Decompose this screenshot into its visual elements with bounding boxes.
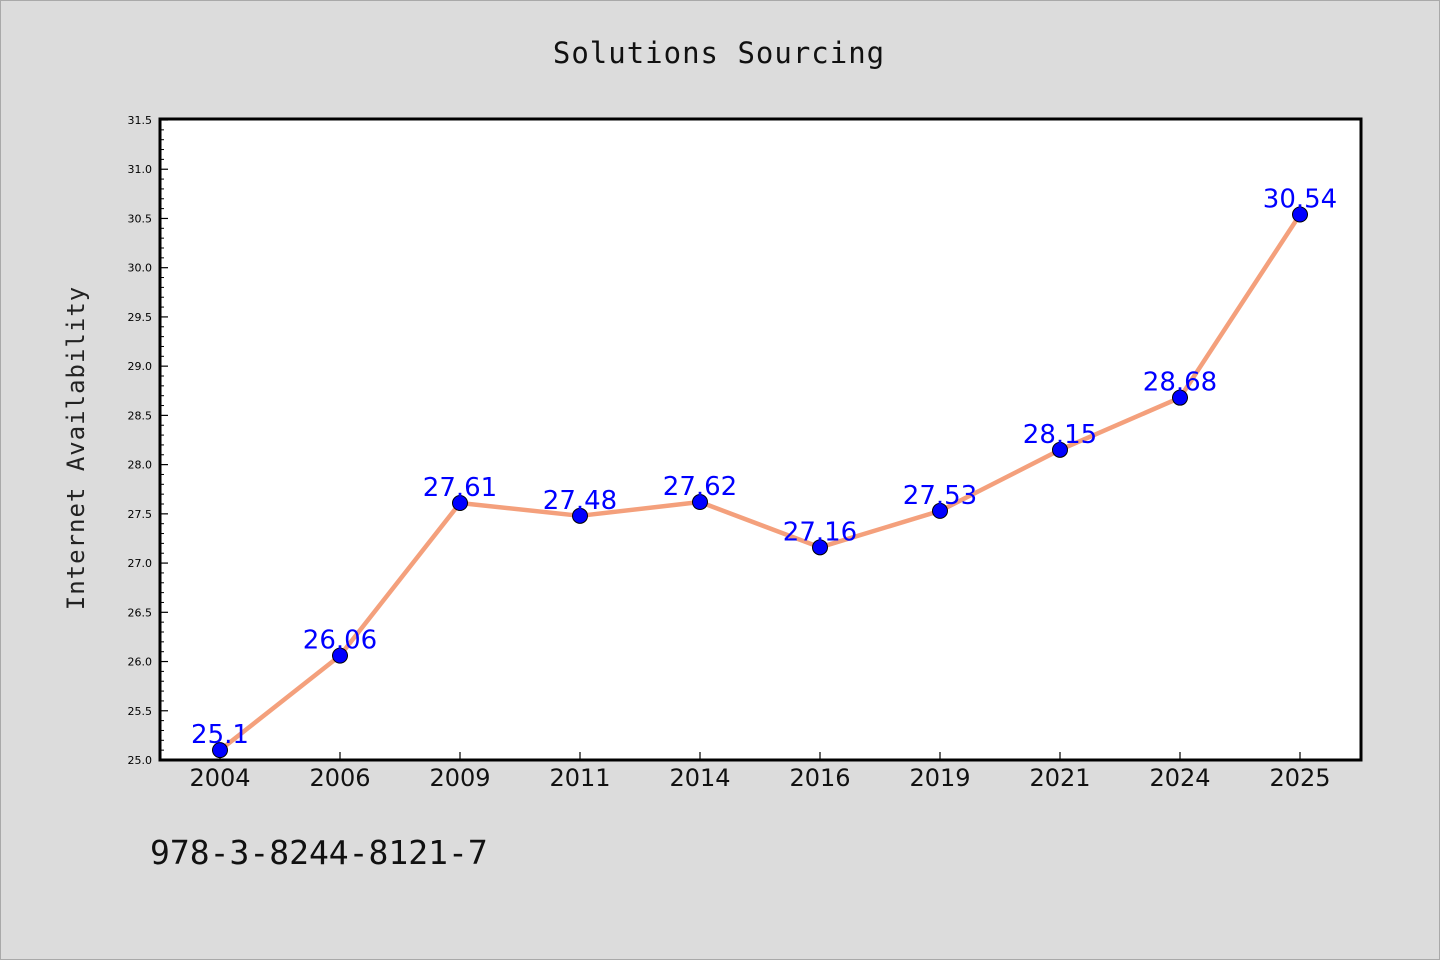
x-tick-label: 2016: [789, 764, 850, 792]
data-label: 28.15: [1023, 420, 1097, 450]
plot-area: [158, 117, 1363, 762]
y-tick-label: 29.0: [128, 360, 153, 373]
y-tick-label: 31.0: [128, 163, 153, 176]
data-point-marker: [452, 495, 468, 512]
x-axis: 2004 2006 2009 2011 2014 2016 2019 2021 2024 2025: [189, 752, 1331, 792]
x-tick-label: 2025: [1269, 764, 1330, 792]
y-tick-label: 27.0: [128, 557, 153, 570]
data-label: 26.06: [303, 626, 377, 656]
data-point-marker: [572, 507, 588, 524]
data-label: 27.61: [423, 473, 497, 503]
data-label: 27.48: [543, 486, 617, 516]
data-point-marker: [212, 742, 228, 759]
x-tick-label: 2014: [669, 764, 730, 792]
y-tick-label: 30.0: [128, 262, 153, 275]
data-label: 27.53: [903, 481, 977, 511]
data-label: 25.1: [191, 720, 249, 750]
data-point-marker: [1292, 206, 1308, 223]
series-line-group: [217, 212, 1303, 753]
y-tick-label: 27.5: [128, 508, 153, 521]
data-label: 30.54: [1263, 185, 1337, 215]
y-tick-label: 25.5: [128, 705, 153, 718]
y-tick-label: 30.5: [128, 212, 153, 225]
y-tick-label: 26.0: [128, 656, 153, 669]
y-tick-label: 28.5: [128, 409, 153, 422]
data-label: 27.62: [663, 472, 737, 502]
data-point-marker: [812, 539, 828, 556]
x-tick-label: 2009: [429, 764, 490, 792]
data-point-marker: [692, 494, 708, 511]
data-label: 27.16: [783, 517, 857, 547]
y-tick-label: 29.5: [128, 311, 153, 324]
x-tick-label: 2004: [189, 764, 250, 792]
x-tick-label: 2021: [1029, 764, 1090, 792]
isbn-footer: 978-3-8244-8121-7: [150, 833, 488, 872]
y-axis-label: Internet Availability: [62, 286, 90, 610]
data-point-marker: [332, 647, 348, 664]
x-tick-label: 2019: [909, 764, 970, 792]
data-point-marker: [1052, 441, 1068, 458]
data-point-marker: [1172, 389, 1188, 406]
data-labels: 25.1 26.06 27.61 27.48 27.62 27.16 27.53 28.15 2…: [191, 185, 1337, 751]
data-point-marker: [932, 502, 948, 519]
series-line: [217, 212, 1303, 753]
y-axis: 25.0 25.5 26.0 26.5 27.0 27.5 28.0 28.5 29.0 29.5…: [128, 114, 168, 767]
data-markers: [212, 206, 1308, 759]
y-tick-label: 31.5: [128, 114, 153, 127]
chart-title: Solutions Sourcing: [553, 36, 885, 70]
data-label: 28.68: [1143, 368, 1217, 398]
y-tick-label: 25.0: [128, 754, 153, 767]
y-tick-label: 26.5: [128, 606, 153, 619]
y-tick-label: 28.0: [128, 459, 153, 472]
x-tick-label: 2024: [1149, 764, 1210, 792]
x-tick-label: 2006: [309, 764, 370, 792]
x-tick-label: 2011: [549, 764, 610, 792]
